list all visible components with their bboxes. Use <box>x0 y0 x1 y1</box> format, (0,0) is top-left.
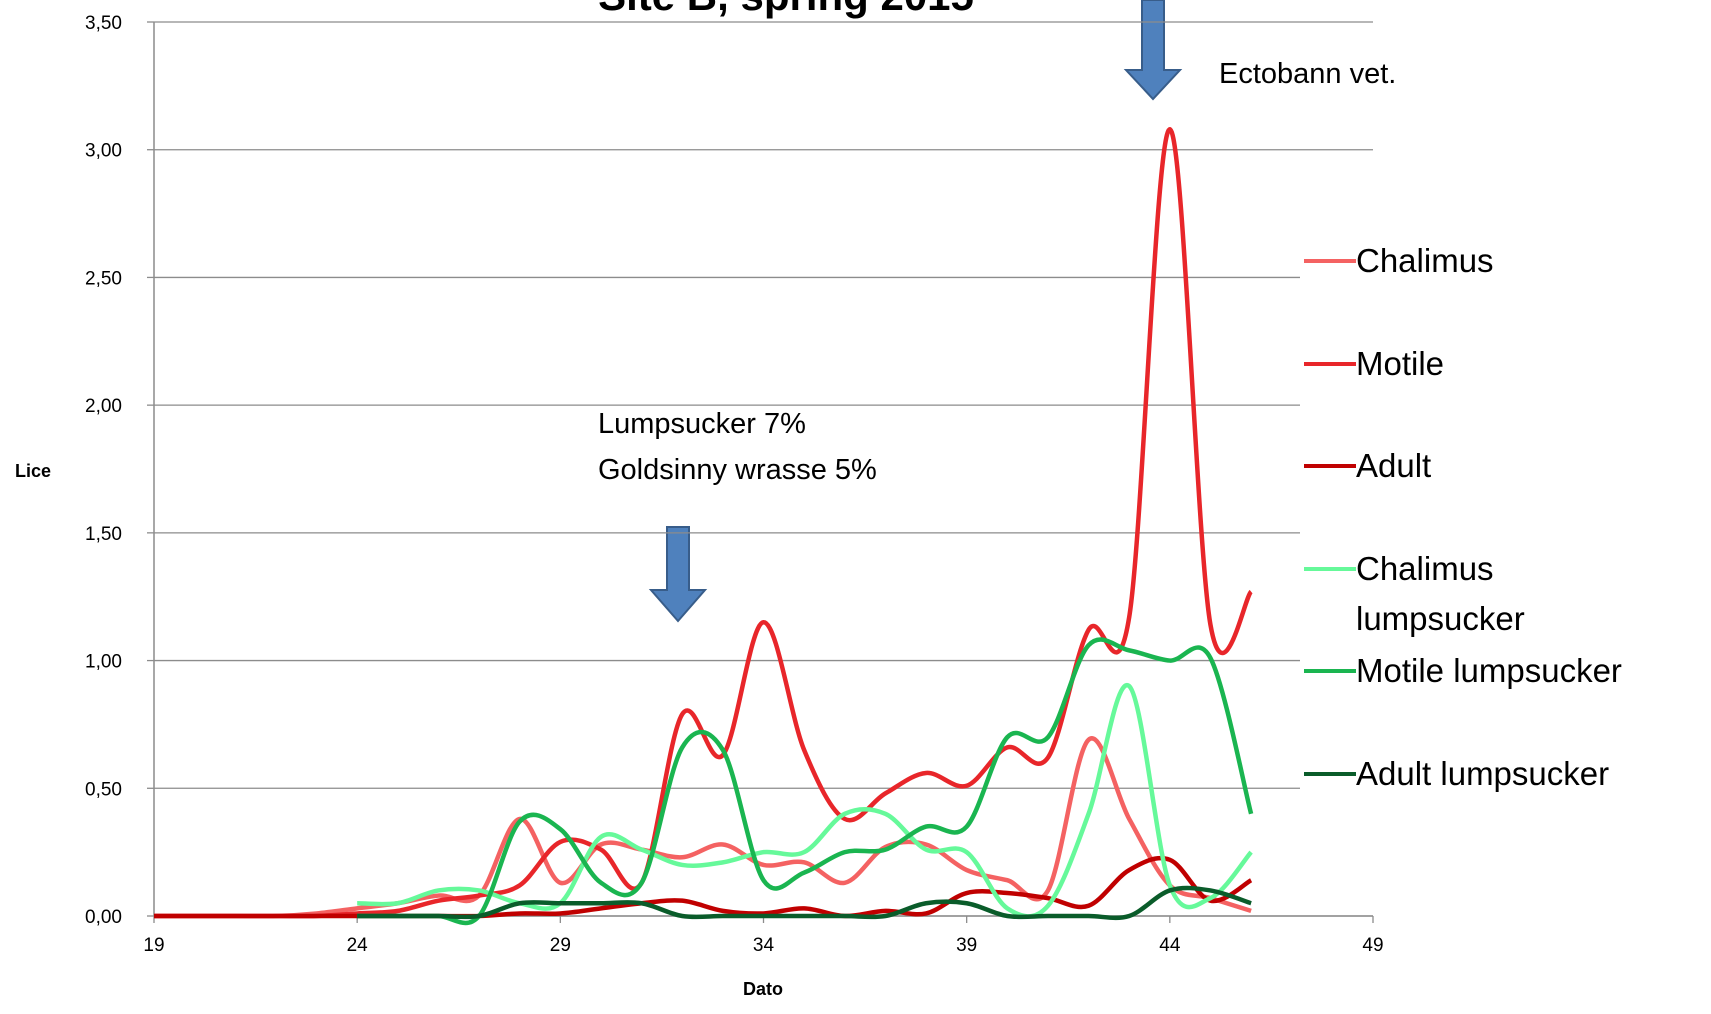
y-tick-label: 0,00 <box>85 907 122 928</box>
legend-swatch <box>1304 259 1356 263</box>
legend-entry: Motile lumpsucker <box>1304 646 1622 696</box>
x-tick-label: 44 <box>1159 935 1181 956</box>
legend-entry: Adult <box>1304 441 1431 491</box>
series-line <box>153 855 1253 919</box>
legend-swatch <box>1304 669 1356 674</box>
legend-entry: Chalimus lumpsucker <box>1304 544 1646 644</box>
x-tick-label: 49 <box>1362 935 1383 956</box>
legend-label: Chalimus lumpsucker <box>1356 549 1525 637</box>
x-tick-label: 39 <box>956 935 977 956</box>
y-tick-label: 3,50 <box>85 13 122 34</box>
chart-title: Site B, spring 2015 <box>598 0 974 19</box>
legend: Chalimus Motile Adult Chalimus lumpsucker Mo… <box>1300 230 1711 820</box>
legend-label: Motile lumpsucker <box>1356 652 1622 690</box>
y-tick-label: 0,50 <box>85 779 122 800</box>
legend-label: Adult <box>1356 447 1432 485</box>
y-tick-label: 2,00 <box>85 396 122 417</box>
legend-swatch <box>1304 566 1356 571</box>
x-tick-label: 34 <box>753 935 775 956</box>
annotation: Lumpsucker 7% <box>598 408 806 440</box>
legend-label: Chalimus <box>1356 242 1494 279</box>
x-tick-label: 24 <box>347 935 369 956</box>
legend-entry: Chalimus <box>1304 236 1494 286</box>
x-tick-label: 29 <box>550 935 571 956</box>
legend-label: Motile <box>1356 344 1445 382</box>
x-axis-title: Dato <box>743 979 783 999</box>
arrow <box>648 526 708 623</box>
annotation: Goldsinny wrasse 5% <box>598 454 877 486</box>
series-line <box>153 127 1253 919</box>
legend-label: Adult lumpsucker <box>1356 755 1610 792</box>
legend-swatch <box>1304 464 1356 469</box>
series-line <box>153 736 1252 919</box>
y-tick-label: 3,00 <box>85 141 122 162</box>
y-axis-title: Lice <box>15 461 51 481</box>
y-tick-label: 1,00 <box>85 652 122 673</box>
legend-entry: Motile <box>1304 339 1444 389</box>
series-line <box>357 885 1252 921</box>
arrow <box>1123 0 1183 101</box>
series-line <box>357 637 1254 926</box>
legend-entry: Adult lumpsucker <box>1304 749 1609 799</box>
x-tick-label: 19 <box>143 935 164 956</box>
legend-swatch <box>1304 361 1356 366</box>
annotation: Ectobann vet. <box>1219 58 1396 90</box>
legend-swatch <box>1304 772 1356 776</box>
y-tick-label: 1,50 <box>85 524 122 545</box>
y-tick-label: 2,50 <box>85 268 122 289</box>
